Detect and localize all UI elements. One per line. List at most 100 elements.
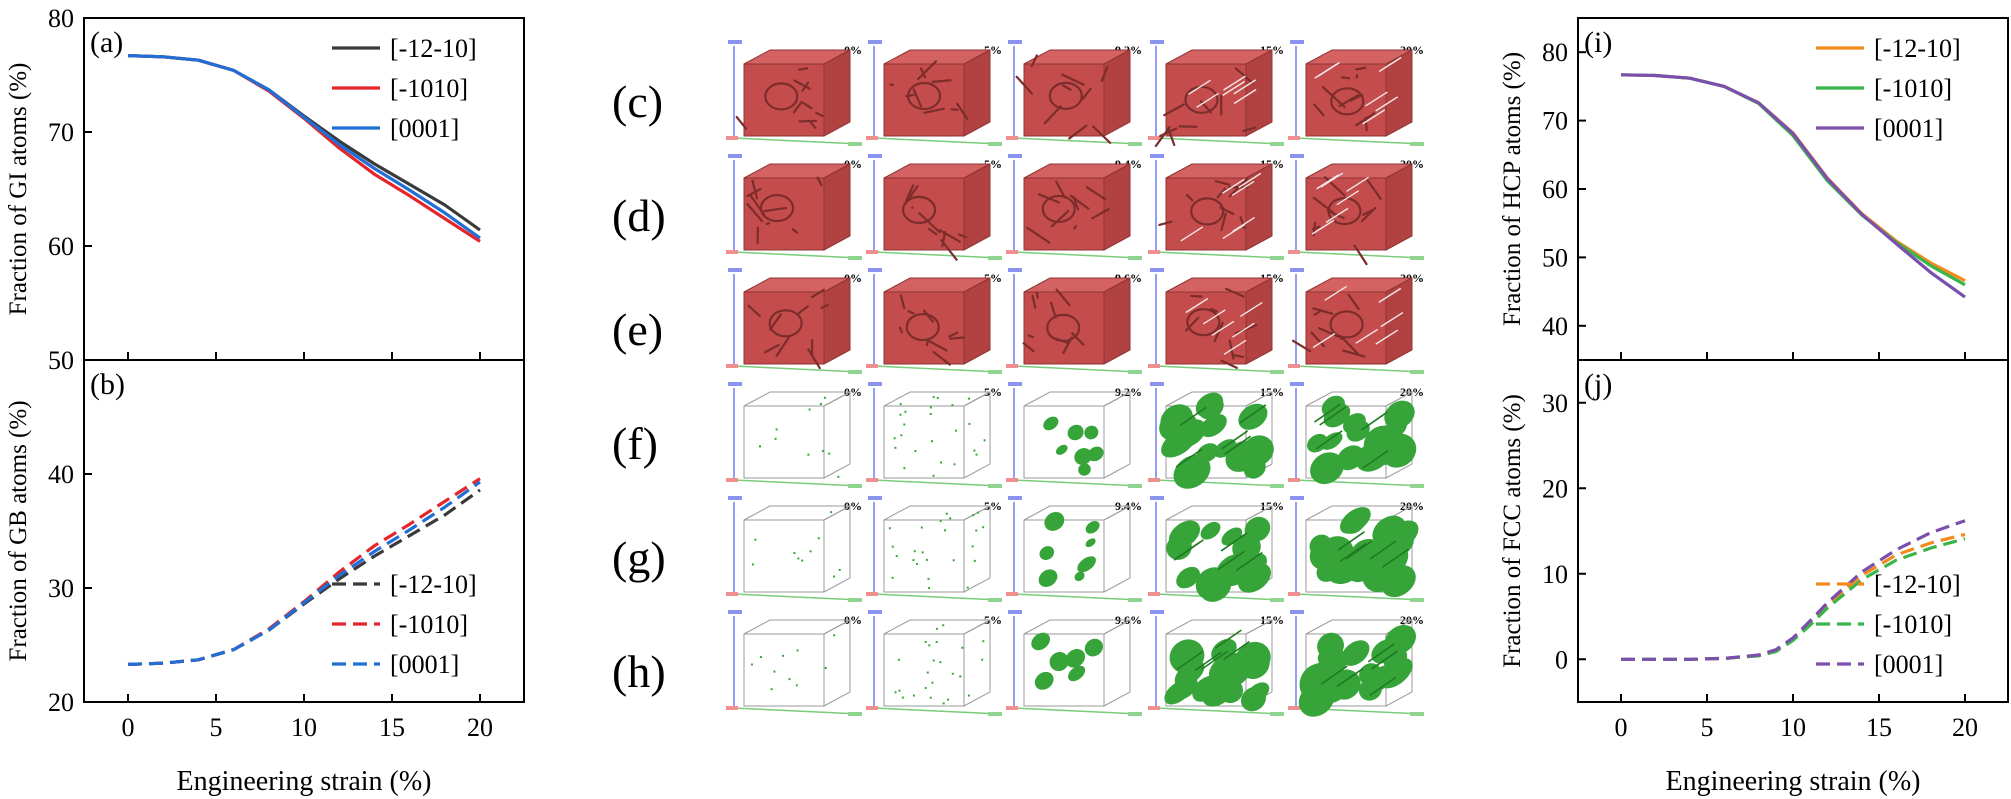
fcc-cluster bbox=[1345, 516, 1366, 534]
panel-label: (j) bbox=[1584, 368, 1612, 401]
fcc-cluster bbox=[1346, 420, 1370, 442]
grain-boundary bbox=[949, 336, 966, 340]
shear-band bbox=[1232, 322, 1255, 338]
stacking-fault bbox=[1179, 406, 1207, 427]
snapshot-cell: 9.6% bbox=[1006, 610, 1142, 716]
fcc-atom bbox=[751, 563, 754, 566]
strain-label: 0% bbox=[844, 613, 862, 627]
fcc-atom bbox=[973, 449, 976, 452]
x-axis-label: Engineering strain (%) bbox=[1665, 766, 1920, 797]
shear-band bbox=[1231, 180, 1255, 197]
fcc-atom bbox=[940, 461, 943, 464]
axis-indicator bbox=[1155, 137, 1283, 145]
y-axis-label: Fraction of GB atoms (%) bbox=[5, 400, 32, 661]
legend-label: [-12-10] bbox=[390, 34, 477, 63]
fcc-atom bbox=[975, 453, 978, 456]
frame-box-side bbox=[963, 391, 991, 479]
axis-indicator bbox=[1155, 707, 1283, 715]
fcc-atom bbox=[838, 568, 841, 571]
legend-label: [0001] bbox=[390, 114, 459, 143]
shear-band bbox=[1311, 219, 1335, 235]
axis-tag bbox=[1288, 364, 1300, 368]
atom-box-front bbox=[1165, 291, 1247, 365]
legend-label: [-12-10] bbox=[1874, 34, 1961, 63]
shear-band bbox=[1336, 190, 1360, 206]
grain-boundary bbox=[1055, 180, 1066, 199]
fcc-cluster bbox=[1034, 671, 1054, 690]
axis-indicator bbox=[873, 593, 1001, 601]
fcc-cluster bbox=[1380, 419, 1407, 442]
fcc-atom bbox=[930, 440, 933, 443]
fcc-cluster bbox=[1038, 569, 1058, 587]
grain-boundary bbox=[1085, 185, 1107, 201]
axis-tag bbox=[988, 370, 1002, 374]
fcc-atom bbox=[817, 537, 820, 540]
axis-indicator bbox=[733, 365, 861, 373]
grain-boundary bbox=[956, 102, 969, 121]
fcc-atom bbox=[932, 474, 935, 477]
fcc-cluster bbox=[1306, 663, 1331, 685]
frame-box-back bbox=[743, 505, 851, 521]
fcc-atom bbox=[759, 656, 762, 659]
axis-tag bbox=[1270, 484, 1284, 488]
grain-boundary bbox=[958, 233, 968, 239]
x-axis-label: Engineering strain (%) bbox=[176, 766, 431, 797]
axis-tag bbox=[1288, 136, 1300, 140]
axis-tag bbox=[848, 712, 862, 716]
fcc-atom bbox=[975, 529, 978, 532]
axis-tag bbox=[868, 382, 882, 386]
strain-label: 0% bbox=[844, 499, 862, 513]
grain-boundary bbox=[1310, 331, 1326, 348]
grain-boundary bbox=[1339, 335, 1360, 356]
axis-tag bbox=[728, 496, 742, 500]
fcc-atom bbox=[932, 659, 935, 662]
series-line bbox=[127, 54, 481, 240]
grain-boundary bbox=[1313, 310, 1321, 316]
chart-j: 0 5 10 15 20 0 10 20 30 (j) Fraction of FCC atoms … bbox=[1499, 359, 2009, 797]
axis-tag bbox=[848, 370, 862, 374]
frame-box-front bbox=[743, 633, 825, 707]
fcc-atom bbox=[976, 511, 979, 514]
axis-tag bbox=[1290, 268, 1304, 272]
fcc-atom bbox=[833, 575, 836, 578]
grain-boundary bbox=[1209, 307, 1218, 313]
fcc-cluster bbox=[1192, 675, 1221, 702]
axis-tag bbox=[868, 268, 882, 272]
fcc-atom bbox=[915, 562, 918, 565]
snapshot-cell: 9.2% bbox=[1006, 382, 1142, 488]
frame-box-back bbox=[883, 505, 991, 521]
grain-boundary bbox=[912, 88, 923, 108]
axis-tag bbox=[1410, 484, 1424, 488]
fcc-atom bbox=[953, 463, 956, 466]
axis-tag bbox=[866, 592, 878, 596]
y-tick-label: 70 bbox=[48, 118, 74, 147]
snapshot-cell: 15% bbox=[1148, 496, 1284, 602]
axis-tag bbox=[726, 592, 738, 596]
fcc-atom bbox=[914, 450, 917, 453]
axis-tag bbox=[1150, 610, 1164, 614]
grain-boundary bbox=[948, 331, 959, 338]
grain-boundary bbox=[1323, 176, 1346, 197]
fcc-atom bbox=[959, 675, 962, 678]
fcc-atom bbox=[903, 467, 906, 470]
axis-tag bbox=[1006, 250, 1018, 254]
snapshot-cell: 0% bbox=[726, 154, 862, 260]
axis-indicator bbox=[1155, 365, 1283, 373]
fcc-atom bbox=[935, 627, 938, 630]
strain-label: 5% bbox=[984, 613, 1002, 627]
grain-boundary bbox=[1338, 94, 1360, 108]
frame-box-front bbox=[743, 405, 825, 479]
grain-boundary bbox=[1055, 288, 1071, 307]
shear-band bbox=[1362, 109, 1386, 125]
fcc-atom bbox=[921, 551, 924, 554]
fcc-atom bbox=[939, 661, 942, 664]
shear-band bbox=[1375, 96, 1399, 112]
series-line bbox=[127, 480, 481, 666]
fcc-atom bbox=[758, 445, 761, 448]
shear-band bbox=[1380, 312, 1404, 328]
grain-boundary bbox=[1186, 308, 1221, 337]
axis-indicator bbox=[1013, 365, 1141, 373]
axis-tag bbox=[1148, 136, 1160, 140]
fcc-atom bbox=[828, 452, 831, 455]
snapshot-cell: 5% bbox=[866, 40, 1002, 146]
